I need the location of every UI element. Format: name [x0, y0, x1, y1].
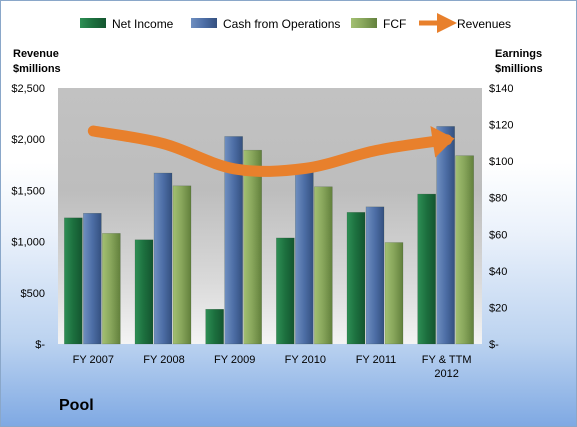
left-axis-tick-label: $500: [21, 288, 45, 300]
category-label: FY 2011: [356, 354, 397, 366]
bar-fcf: [314, 186, 333, 345]
category-label: FY 2010: [285, 354, 326, 366]
right-axis-tick-label: $40: [489, 266, 507, 278]
company-title: Pool: [59, 397, 94, 414]
bar-cash-from-operations: [436, 126, 455, 345]
bar-cash-from-operations: [295, 171, 314, 345]
right-axis-tick-label: $20: [489, 302, 507, 314]
bar-fcf: [243, 149, 262, 345]
bar-net-income: [134, 239, 154, 345]
bar-cash-from-operations: [153, 172, 173, 345]
legend-label-revenues: Revenues: [457, 17, 511, 31]
revenues-line-path: [87, 125, 453, 177]
category-label: FY & TTM: [422, 354, 472, 366]
right-axis-tick-label: $80: [489, 193, 507, 205]
legend-label-cash-from-operations: Cash from Operations: [223, 17, 340, 31]
bar-fcf: [384, 242, 404, 345]
right-axis-tick-label: $60: [489, 229, 507, 241]
bar-net-income: [205, 309, 224, 345]
category-labels: FY 2007 FY 2008 FY 2009 FY 2010 FY 2011 FY & …: [73, 354, 472, 380]
bar-fcf: [172, 185, 192, 345]
bar-net-income: [64, 217, 83, 345]
legend-swatch-net-income: [80, 18, 106, 28]
right-axis-tick-label: $140: [489, 83, 513, 95]
bar-net-income: [276, 237, 295, 345]
revenues-arrowhead: [430, 125, 455, 158]
right-axis-ticks: $- $20 $40 $60 $80 $100 $120 $140: [489, 83, 513, 351]
left-axis-tick-label: $2,500: [11, 83, 45, 95]
revenues-line: [87, 125, 455, 177]
legend-swatch-fcf: [351, 18, 377, 28]
right-axis-tick-label: $120: [489, 120, 513, 132]
left-axis-title: Revenue $millions: [13, 48, 61, 75]
legend: Net Income Cash from Operations FCF Reve…: [80, 13, 511, 33]
plot-area: [58, 88, 482, 344]
category-label: FY 2009: [214, 354, 255, 366]
left-axis-tick-label: $1,500: [11, 185, 45, 197]
legend-swatch-cash-from-operations: [191, 18, 217, 28]
category-label: FY 2007: [73, 354, 114, 366]
bars: [64, 126, 474, 345]
right-axis-tick-label: $100: [489, 156, 513, 168]
bar-net-income: [346, 212, 366, 345]
right-axis-title-line: Earnings: [495, 48, 542, 60]
left-axis-tick-label: $-: [35, 339, 45, 351]
bar-cash-from-operations: [365, 206, 385, 345]
right-axis-title-line: $millions: [495, 63, 543, 75]
category-label: 2012: [434, 368, 458, 380]
legend-label-fcf: FCF: [383, 17, 406, 31]
left-axis-title-line: $millions: [13, 63, 61, 75]
bar-fcf: [455, 155, 474, 345]
right-axis-tick-label: $-: [489, 339, 499, 351]
bar-cash-from-operations: [83, 213, 102, 345]
bar-cash-from-operations: [224, 136, 243, 345]
left-axis-title-line: Revenue: [13, 48, 59, 60]
left-axis-tick-label: $1,000: [11, 237, 45, 249]
left-axis-ticks: $- $500 $1,000 $1,500 $2,000 $2,500: [11, 83, 45, 351]
right-axis-title: Earnings $millions: [495, 48, 543, 75]
legend-label-net-income: Net Income: [112, 17, 174, 31]
bar-fcf: [102, 233, 121, 345]
category-label: FY 2008: [143, 354, 184, 366]
left-axis-tick-label: $2,000: [11, 134, 45, 146]
bar-net-income: [417, 193, 436, 345]
